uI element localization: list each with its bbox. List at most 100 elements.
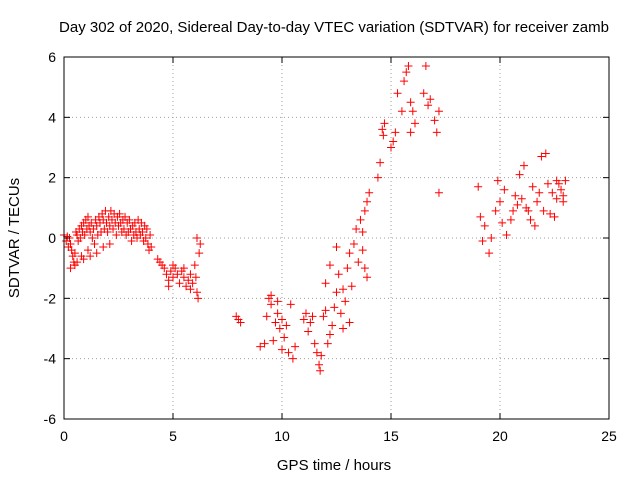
data-point <box>273 309 282 318</box>
data-point <box>175 279 184 288</box>
data-point <box>105 240 114 249</box>
data-point <box>310 339 319 348</box>
data-point <box>308 312 317 321</box>
data-point <box>537 152 546 161</box>
data-point <box>552 194 561 203</box>
data-point <box>325 261 334 270</box>
data-point <box>66 264 75 273</box>
data-point <box>73 258 82 267</box>
data-point <box>373 173 382 182</box>
data-point <box>380 119 389 128</box>
data-point <box>146 230 155 239</box>
data-point <box>526 215 535 224</box>
x-tick-label: 0 <box>60 428 68 444</box>
data-point <box>88 234 97 242</box>
data-point <box>341 297 350 306</box>
data-point <box>543 179 552 188</box>
data-point <box>391 128 400 137</box>
data-point <box>70 249 79 258</box>
data-points <box>60 62 570 375</box>
data-point <box>317 351 326 360</box>
data-point <box>421 62 430 71</box>
data-point <box>166 267 175 276</box>
data-point <box>430 116 439 125</box>
data-point <box>339 285 348 294</box>
y-tick-label: -2 <box>44 290 57 306</box>
data-point <box>271 318 280 327</box>
data-point <box>509 206 518 215</box>
data-point <box>557 185 566 194</box>
data-point <box>517 194 526 203</box>
data-point <box>343 264 352 273</box>
data-point <box>195 249 204 258</box>
data-point <box>147 243 156 252</box>
data-point <box>491 206 500 215</box>
data-point <box>334 270 343 279</box>
data-point <box>299 315 308 324</box>
data-point <box>179 273 188 282</box>
data-point <box>476 212 485 221</box>
data-point <box>519 161 528 170</box>
axis-tick-labels: 0 5 10 15 20 25 -6 -4 -2 0 2 4 6 <box>44 49 617 444</box>
data-point <box>103 227 112 236</box>
data-point <box>179 264 188 273</box>
data-point <box>393 89 402 98</box>
data-point <box>173 270 182 279</box>
data-point <box>273 297 282 306</box>
data-point <box>269 336 278 345</box>
data-point <box>169 273 177 282</box>
data-point <box>356 215 365 224</box>
x-axis-title: GPS time / hours <box>277 457 391 474</box>
data-point <box>400 77 409 86</box>
data-point <box>184 276 193 285</box>
data-point <box>138 227 147 236</box>
data-point <box>141 234 150 242</box>
data-point <box>397 107 406 116</box>
data-point <box>360 206 369 215</box>
data-point <box>513 200 522 209</box>
axis-ticks <box>63 56 610 420</box>
data-point <box>90 240 99 249</box>
data-point <box>288 354 297 363</box>
y-tick-label: -6 <box>44 411 57 427</box>
data-point <box>262 312 271 321</box>
data-point <box>267 300 276 309</box>
data-point <box>86 252 95 261</box>
data-point <box>315 360 324 369</box>
x-tick-label: 10 <box>274 428 290 444</box>
data-point <box>186 285 195 294</box>
data-point <box>365 188 374 197</box>
chart-title: Day 302 of 2020, Sidereal Day-to-day VTE… <box>59 19 609 36</box>
x-tick-label: 15 <box>383 428 399 444</box>
data-point <box>160 264 169 273</box>
data-point <box>345 318 354 327</box>
data-point <box>379 131 388 140</box>
data-point <box>127 237 136 246</box>
x-tick-label: 25 <box>601 428 617 444</box>
x-tick-label: 5 <box>169 428 177 444</box>
data-point <box>487 234 496 242</box>
data-point <box>99 243 108 252</box>
data-point <box>500 185 509 194</box>
data-point <box>301 309 310 318</box>
data-point <box>316 366 325 375</box>
x-tick-label: 20 <box>492 428 508 444</box>
data-point <box>496 197 504 206</box>
data-point <box>524 206 533 215</box>
data-point <box>196 240 205 249</box>
data-point <box>402 68 411 77</box>
data-point <box>419 89 428 98</box>
data-point <box>360 264 369 273</box>
data-point <box>304 327 313 336</box>
data-point <box>354 258 363 267</box>
data-point <box>339 324 348 333</box>
data-point <box>387 143 395 152</box>
data-point <box>363 273 372 282</box>
data-point <box>530 221 539 230</box>
data-point <box>546 209 555 218</box>
y-axis-title: SDTVAR / TECUs <box>6 178 23 298</box>
data-point <box>286 300 295 309</box>
data-point <box>478 237 487 246</box>
